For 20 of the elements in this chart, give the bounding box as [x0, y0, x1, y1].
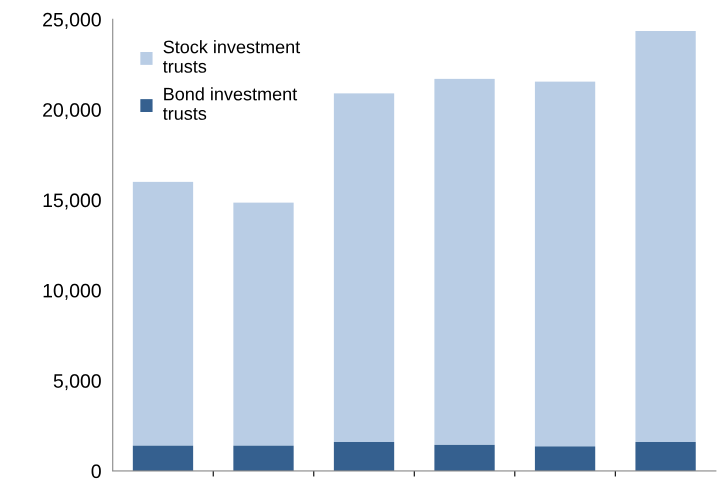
bar: [434, 444, 495, 471]
bar: [635, 31, 696, 442]
y-tick-label: 10,000: [44, 284, 101, 300]
y-tick-label: 20,000: [43, 103, 101, 120]
bar: [132, 446, 194, 471]
legend-label: Stock investment trusts: [162, 40, 300, 73]
bar: [233, 446, 294, 471]
bar: [534, 446, 596, 471]
y-tick-label: 25,000: [43, 12, 101, 29]
bar: [434, 78, 495, 445]
legend-label: Bond investment trusts: [162, 87, 298, 120]
y-tick-label: 0: [92, 464, 101, 478]
y-tick-label: 15,000: [44, 193, 101, 210]
y-tick-label: 5,000: [54, 374, 101, 390]
bar: [233, 202, 294, 446]
bar: [334, 442, 394, 471]
bar: [132, 182, 194, 446]
bar: [334, 93, 394, 442]
bar: [534, 82, 596, 447]
bar: [635, 442, 696, 471]
